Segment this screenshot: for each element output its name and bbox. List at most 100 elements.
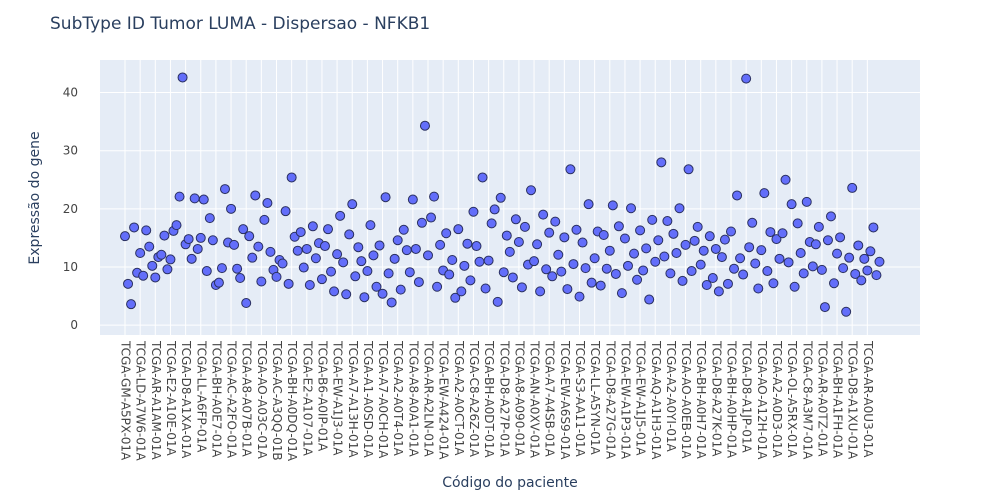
point: [844, 252, 855, 263]
x-tick-label: TCGA-S3-AA11-01A: [573, 340, 587, 458]
point: [207, 235, 218, 246]
point: [177, 72, 188, 83]
x-tick-label: TCGA-OL-A5RX-01A: [785, 340, 799, 458]
point: [450, 292, 461, 303]
x-tick-label: TCGA-AN-A0XV-01A: [528, 340, 542, 459]
point: [695, 259, 706, 270]
point: [250, 190, 261, 201]
point: [368, 250, 379, 261]
point: [704, 231, 715, 242]
point: [659, 251, 670, 262]
x-tick-label: TCGA-LL-A5YN-01A: [588, 340, 602, 456]
point: [301, 243, 312, 254]
point: [216, 263, 227, 274]
x-tick-label: TCGA-A7-A0CH-01A: [376, 340, 390, 459]
point: [535, 286, 546, 297]
point: [259, 214, 270, 225]
point: [401, 245, 412, 256]
point: [480, 283, 491, 294]
point: [374, 240, 385, 251]
point: [792, 218, 803, 229]
point: [750, 258, 761, 269]
x-tick-label: TCGA-A7-A4SB-01A: [543, 340, 557, 458]
point: [238, 224, 249, 235]
point: [583, 199, 594, 210]
point: [256, 276, 267, 287]
point: [810, 239, 821, 250]
point: [571, 224, 582, 235]
point: [653, 235, 664, 246]
point: [741, 73, 752, 84]
point: [483, 255, 494, 266]
point: [847, 182, 858, 193]
point: [126, 299, 137, 310]
point: [586, 277, 597, 288]
point: [562, 284, 573, 295]
point: [771, 234, 782, 245]
point: [201, 266, 212, 277]
x-tick-label: TCGA-AQ-A1H3-01A: [649, 340, 663, 460]
point: [353, 242, 364, 253]
x-tick-label: TCGA-BH-A0H7-01A: [694, 340, 708, 460]
point: [198, 194, 209, 205]
x-tick-label: TCGA-A8-A0A1-01A: [406, 340, 420, 458]
x-tick-label: TCGA-EW-A6S9-01A: [558, 340, 572, 460]
x-tick-label: TCGA-D8-A1JP-01A: [740, 340, 754, 453]
point: [595, 280, 606, 291]
x-tick-label: TCGA-AR-A2LN-01A: [422, 340, 436, 458]
point: [383, 268, 394, 279]
point: [644, 294, 655, 305]
point: [407, 194, 418, 205]
point: [565, 164, 576, 175]
point: [380, 192, 391, 203]
point: [726, 226, 736, 237]
point: [647, 214, 658, 225]
point: [468, 206, 479, 217]
point: [204, 213, 215, 224]
point: [486, 218, 497, 229]
point: [683, 164, 694, 175]
point: [492, 296, 503, 307]
point: [559, 232, 570, 243]
point: [574, 291, 585, 302]
point: [386, 297, 397, 308]
point: [310, 253, 321, 264]
point: [165, 254, 176, 265]
point: [580, 263, 591, 274]
point: [471, 241, 482, 252]
point: [516, 282, 527, 293]
point: [280, 206, 291, 217]
point: [174, 191, 185, 202]
point: [489, 204, 500, 215]
x-tick-label: TCGA-BH-A1FH-01A: [831, 340, 845, 459]
x-tick-label: TCGA-A8-A090-01A: [512, 340, 526, 457]
point: [789, 281, 800, 292]
point: [619, 233, 630, 244]
x-tick-label: TCGA-A1-A0SD-01A: [361, 340, 375, 459]
x-tick-label: TCGA-AR-A0TZ-01A: [815, 340, 829, 457]
point: [556, 266, 567, 277]
x-tick-label: TCGA-BH-A0E7-01A: [209, 340, 223, 458]
x-tick-label: TCGA-BH-A0DT-01A: [482, 340, 496, 458]
point: [392, 235, 403, 246]
point: [680, 239, 691, 250]
point: [341, 289, 352, 300]
point: [698, 245, 709, 256]
point: [629, 248, 640, 259]
point: [616, 288, 627, 299]
point: [377, 288, 388, 299]
point: [838, 263, 849, 274]
point: [247, 252, 258, 263]
point: [729, 263, 740, 274]
point: [613, 221, 624, 232]
point: [753, 283, 764, 294]
point: [622, 260, 633, 271]
point: [456, 286, 467, 297]
point: [338, 257, 349, 268]
point: [550, 216, 561, 227]
x-tick-label: TCGA-D8-A27G-01A: [603, 340, 617, 460]
chart-title: SubType ID Tumor LUMA - Dispersao - NFKB…: [50, 14, 430, 34]
x-tick-label: TCGA-A2-A0CT-01A: [452, 340, 466, 456]
x-tick-label: TCGA-AC-A2FO-01A: [225, 340, 239, 459]
